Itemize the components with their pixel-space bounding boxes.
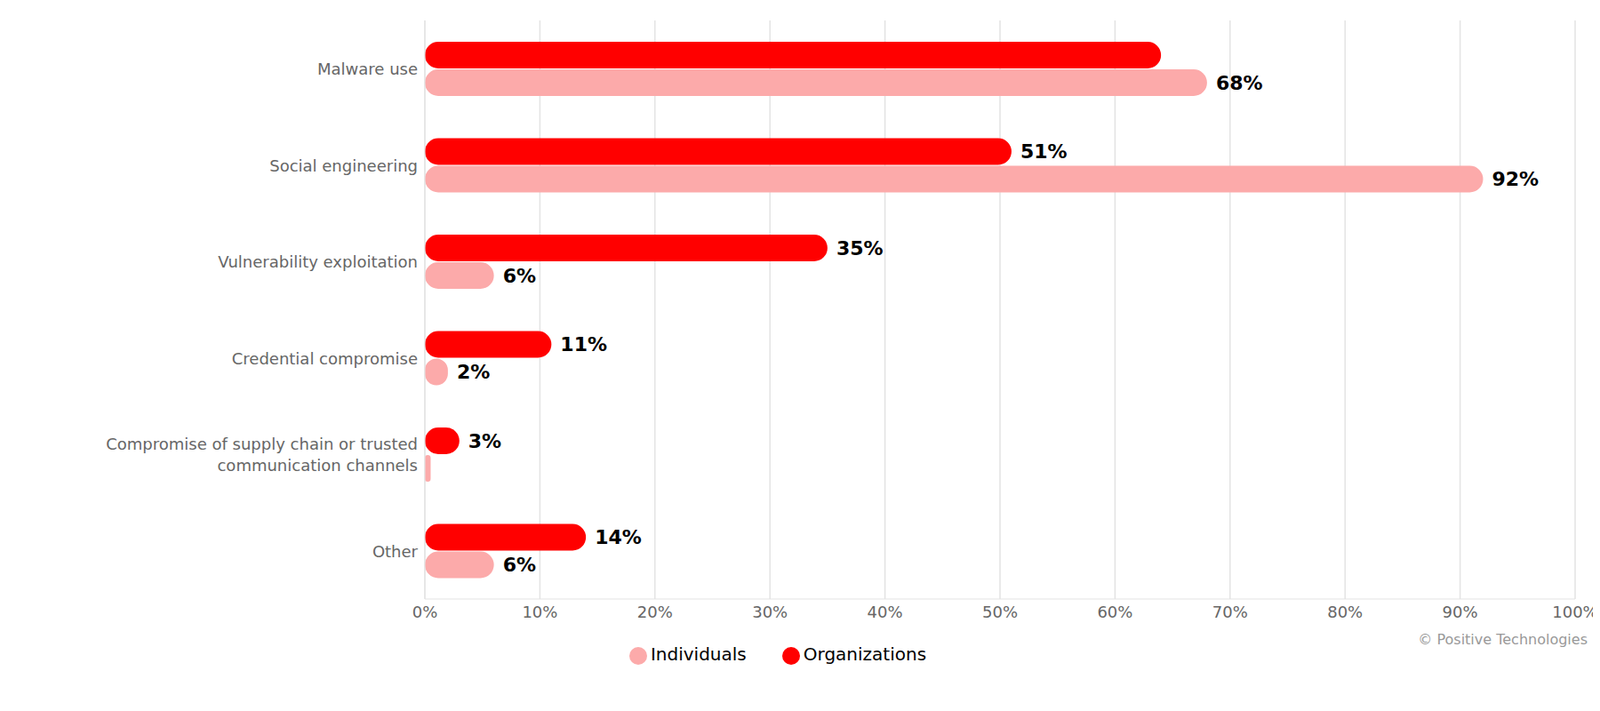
svg-text:68%: 68% — [1216, 72, 1264, 95]
svg-text:40%: 40% — [867, 602, 904, 622]
svg-text:10%: 10% — [521, 602, 558, 622]
svg-text:Other: Other — [372, 541, 419, 560]
svg-text:51%: 51% — [1020, 140, 1068, 163]
svg-text:50%: 50% — [982, 602, 1018, 622]
svg-text:Malware use: Malware use — [317, 59, 418, 79]
svg-text:Compromise of supply chain or: Compromise of supply chain or trustedcom… — [105, 434, 418, 475]
svg-text:6%: 6% — [503, 553, 536, 576]
svg-text:11%: 11% — [560, 333, 608, 356]
svg-text:2%: 2% — [456, 360, 490, 384]
html-text:Organizations: Organizations — [803, 643, 927, 665]
svg-text:92%: 92% — [1491, 168, 1539, 191]
svg-text:70%: 70% — [1212, 602, 1248, 622]
html-text:© Positive Technologies: © Positive Technologies — [1418, 631, 1588, 648]
svg-text:Social engineering: Social engineering — [269, 155, 418, 175]
svg-text:80%: 80% — [1327, 602, 1363, 622]
svg-text:60%: 60% — [1096, 602, 1133, 622]
svg-text:30%: 30% — [752, 602, 788, 622]
svg-text:100%: 100% — [1552, 602, 1593, 622]
svg-text:3%: 3% — [468, 430, 502, 453]
svg-text:Vulnerability exploitation: Vulnerability exploitation — [217, 252, 418, 272]
svg-text:14%: 14% — [594, 526, 642, 549]
html-text:Individuals: Individuals — [650, 643, 747, 665]
svg-text:6%: 6% — [503, 264, 536, 288]
svg-text:0%: 0% — [412, 602, 439, 622]
svg-text:35%: 35% — [836, 237, 884, 260]
svg-text:20%: 20% — [637, 602, 673, 622]
svg-text:90%: 90% — [1442, 602, 1479, 622]
svg-text:Credential compromise: Credential compromise — [232, 348, 418, 368]
